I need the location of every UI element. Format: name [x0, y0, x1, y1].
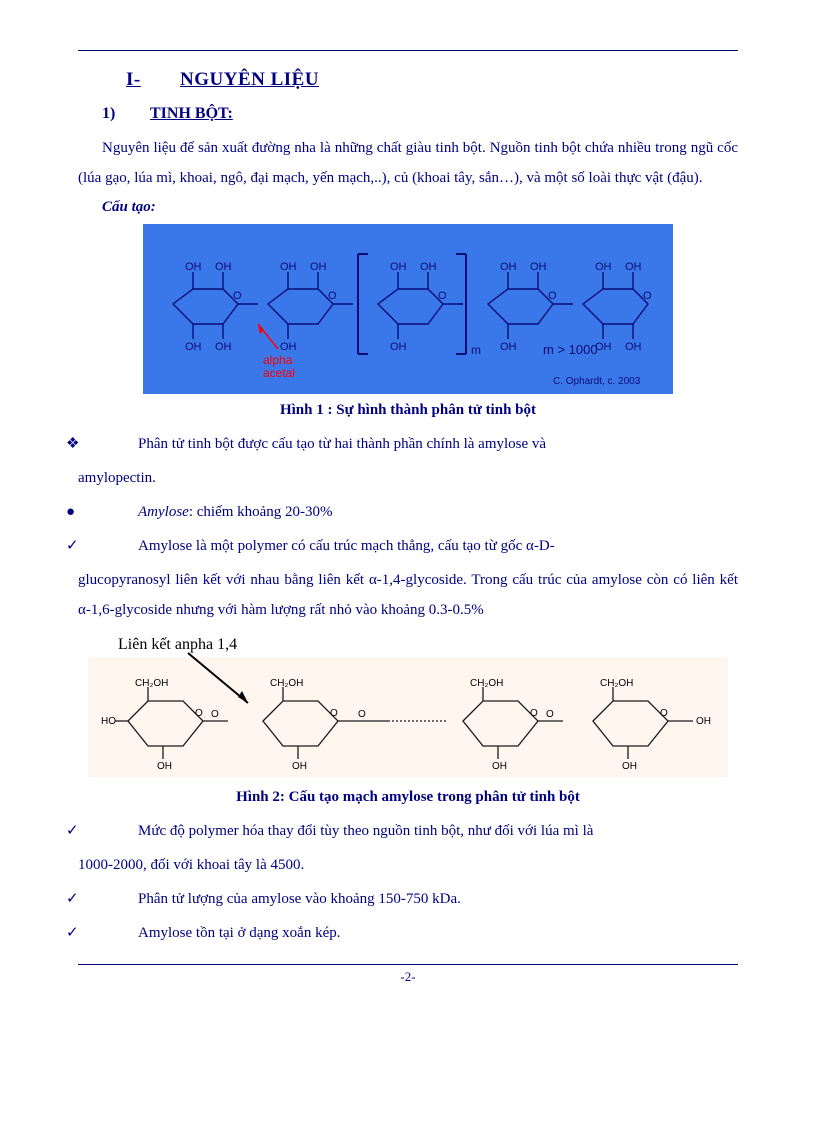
m-condition: m > 1000 [543, 342, 598, 357]
svg-text:OH: OH [500, 341, 517, 353]
check-bullet-icon: ✓ [102, 531, 138, 561]
figure1-credit: C. Ophardt, c. 2003 [553, 376, 641, 387]
amylose-rest: : chiếm khoảng 20-30% [189, 504, 333, 520]
bullet-check4-line: ✓Amylose tồn tại ở dạng xoắn kép. [78, 918, 738, 948]
svg-text:OH: OH [625, 261, 642, 273]
svg-text:O: O [195, 708, 203, 719]
svg-text:CH₂OH: CH₂OH [600, 678, 633, 689]
svg-text:O: O [546, 709, 554, 720]
bullet-diamond-line: ❖Phân tử tinh bột được cấu tạo từ hai th… [78, 429, 738, 459]
bullet-diamond-text: Phân tử tinh bột được cấu tạo từ hai thà… [138, 436, 546, 452]
svg-text:HO: HO [101, 716, 116, 727]
svg-text:m: m [471, 343, 481, 357]
caption-1: Hình 1 : Sự hình thành phân tử tinh bột [78, 402, 738, 419]
page-number: -2- [78, 969, 738, 985]
paragraph-intro: Nguyên liệu để sản xuất đường nha là nhữ… [78, 133, 738, 193]
svg-text:O: O [211, 709, 219, 720]
check2-cont: 1000-2000, đối với khoai tây là 4500. [78, 850, 738, 880]
check3-text: Phân tử lượng của amylose vào khoảng 150… [138, 891, 461, 907]
structure-label: Cấu tạo: [102, 199, 738, 216]
svg-text:CH₂OH: CH₂OH [270, 678, 303, 689]
svg-text:OH: OH [492, 761, 507, 772]
svg-text:acetal: acetal [263, 366, 295, 380]
bullet-dot-line: ●Amylose: chiếm khoảng 20-30% [78, 497, 738, 527]
svg-text:OH: OH [420, 261, 437, 273]
top-rule [78, 50, 738, 51]
svg-text:OH: OH [185, 341, 202, 353]
svg-text:OH: OH [280, 341, 297, 353]
bullet-diamond-cont: amylopectin. [78, 463, 738, 493]
diamond-bullet-icon: ❖ [102, 429, 138, 459]
check-bullet-icon: ✓ [102, 816, 138, 846]
bottom-rule [78, 964, 738, 965]
bullet-check3-line: ✓Phân tử lượng của amylose vào khoảng 15… [78, 884, 738, 914]
svg-text:O: O [233, 290, 242, 302]
svg-text:OH: OH [310, 261, 327, 273]
heading-1-num: I- [126, 69, 180, 91]
svg-text:OH: OH [622, 761, 637, 772]
svg-text:O: O [438, 290, 447, 302]
bullet-check2-line: ✓Mức độ polymer hóa thay đổi tùy theo ng… [78, 816, 738, 846]
svg-text:OH: OH [500, 261, 517, 273]
check-bullet-icon: ✓ [102, 884, 138, 914]
heading-2-num: 1) [102, 105, 150, 123]
svg-text:OH: OH [696, 716, 711, 727]
svg-text:O: O [530, 708, 538, 719]
svg-text:OH: OH [215, 261, 232, 273]
check2-text: Mức độ polymer hóa thay đổi tùy theo ngu… [138, 823, 593, 839]
svg-text:O: O [548, 290, 557, 302]
amylose-italic: Amylose [138, 504, 189, 520]
svg-text:OH: OH [215, 341, 232, 353]
figure-2: Liên kết anpha 1,4 CH₂OH O HO OH O C [78, 631, 738, 781]
svg-text:O: O [660, 708, 668, 719]
check1-cont: glucopyranosyl liên kết với nhau bằng li… [78, 565, 738, 625]
svg-text:OH: OH [390, 261, 407, 273]
svg-text:OH: OH [595, 261, 612, 273]
heading-2: 1)TINH BỘT: [102, 105, 738, 123]
alpha14-label: Liên kết anpha 1,4 [118, 636, 237, 653]
check-bullet-icon: ✓ [102, 918, 138, 948]
svg-text:O: O [328, 290, 337, 302]
check1-text: Amylose là một polymer có cấu trúc mạch … [138, 538, 555, 554]
figure-1: OH OH O OH OH OH OH O OH [78, 224, 738, 394]
svg-text:alpha: alpha [263, 353, 293, 367]
caption-2: Hình 2: Cấu tạo mạch amylose trong phân … [78, 789, 738, 806]
check4-text: Amylose tồn tại ở dạng xoắn kép. [138, 925, 340, 941]
svg-text:OH: OH [280, 261, 297, 273]
heading-2-text: TINH BỘT: [150, 105, 233, 122]
svg-text:OH: OH [625, 341, 642, 353]
svg-text:OH: OH [390, 341, 407, 353]
bullet-check1-line: ✓Amylose là một polymer có cấu trúc mạch… [78, 531, 738, 561]
svg-text:OH: OH [530, 261, 547, 273]
svg-text:O: O [643, 290, 652, 302]
svg-text:O: O [330, 708, 338, 719]
svg-text:OH: OH [292, 761, 307, 772]
svg-text:OH: OH [185, 261, 202, 273]
svg-text:CH₂OH: CH₂OH [470, 678, 503, 689]
svg-text:CH₂OH: CH₂OH [135, 678, 168, 689]
svg-text:O: O [358, 709, 366, 720]
heading-1-text: NGUYÊN LIỆU [180, 69, 319, 90]
svg-text:OH: OH [157, 761, 172, 772]
dot-bullet-icon: ● [102, 497, 138, 527]
heading-1: I-NGUYÊN LIỆU [126, 69, 738, 91]
